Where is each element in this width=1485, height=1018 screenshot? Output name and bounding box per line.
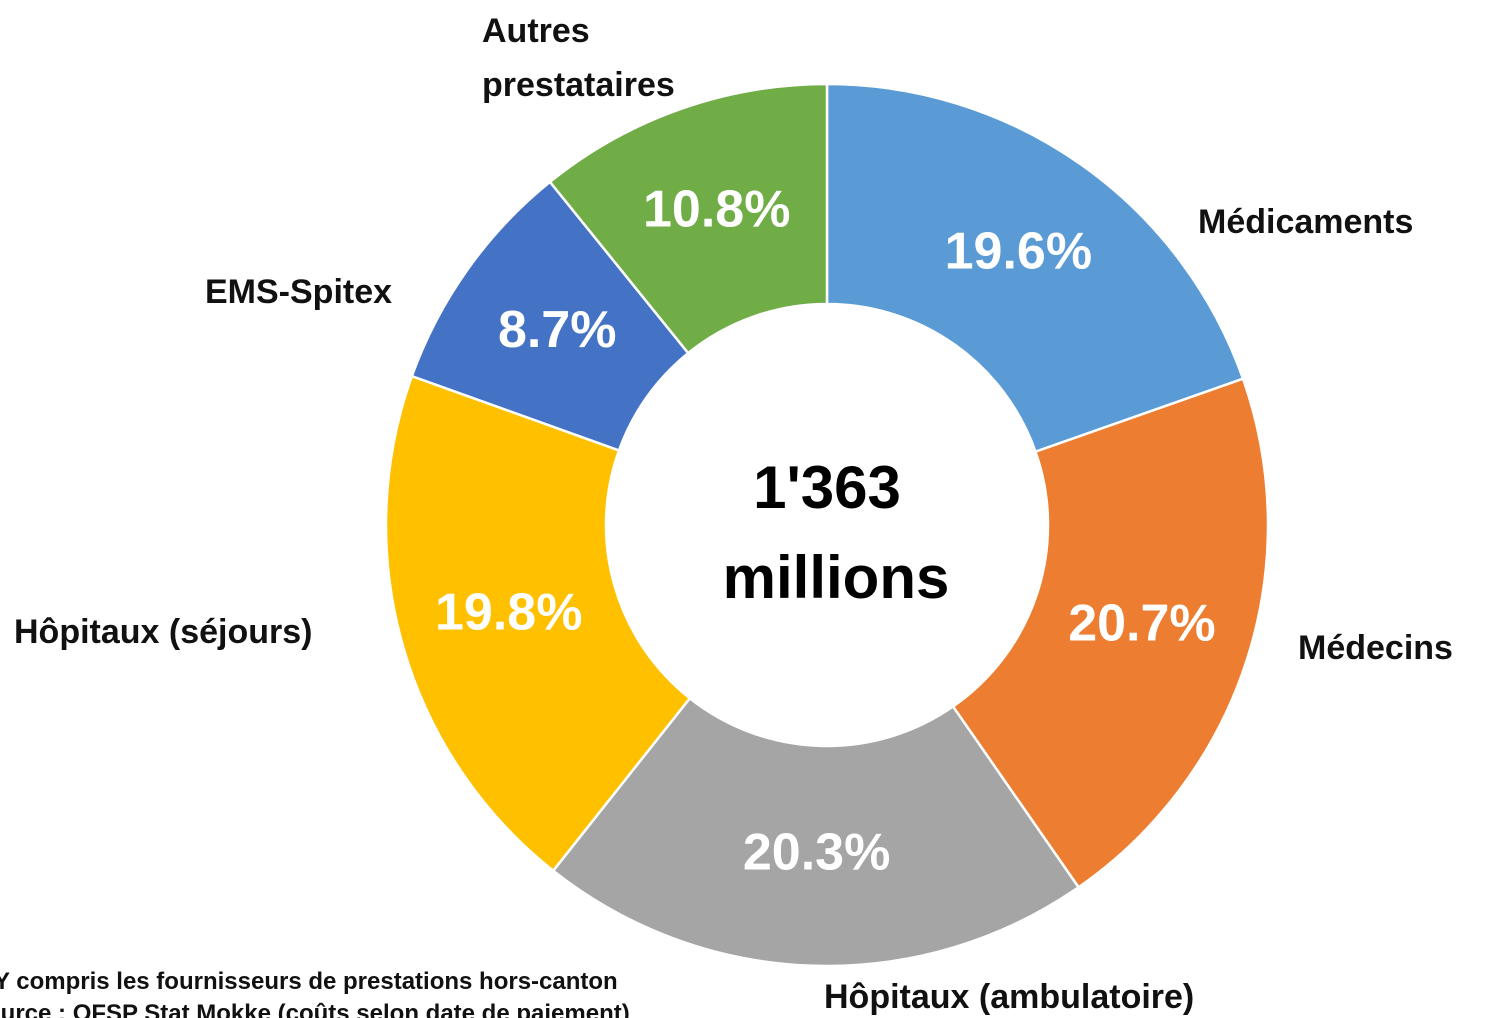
donut-slice bbox=[951, 377, 1270, 889]
donut-slice bbox=[551, 696, 1081, 968]
footnote: Y compris les fournisseurs de prestation… bbox=[0, 968, 618, 995]
donut-slice bbox=[825, 82, 1245, 454]
category-label: Médicaments bbox=[1198, 203, 1414, 241]
category-label: Hôpitaux (séjours) bbox=[14, 613, 313, 651]
footnote: Source : OFSP Stat Mokke (coûts selon da… bbox=[0, 1000, 630, 1018]
value-label: 20.7% bbox=[1068, 595, 1215, 653]
value-label: 19.8% bbox=[435, 584, 582, 642]
value-label: 8.7% bbox=[498, 301, 617, 359]
value-label: 20.3% bbox=[743, 824, 890, 882]
category-label: EMS-Spitex bbox=[205, 273, 393, 311]
category-label: Autres prestataires bbox=[482, 12, 675, 104]
donut-slice bbox=[384, 374, 692, 873]
center-label: millions bbox=[723, 544, 950, 611]
donut-slice bbox=[548, 82, 829, 355]
category-label: Médecins bbox=[1298, 629, 1453, 667]
value-label: 10.8% bbox=[643, 181, 790, 239]
value-label: 19.6% bbox=[945, 223, 1092, 281]
category-label: Hôpitaux (ambulatoire) bbox=[824, 978, 1195, 1016]
center-label: 1'363 bbox=[753, 454, 901, 521]
